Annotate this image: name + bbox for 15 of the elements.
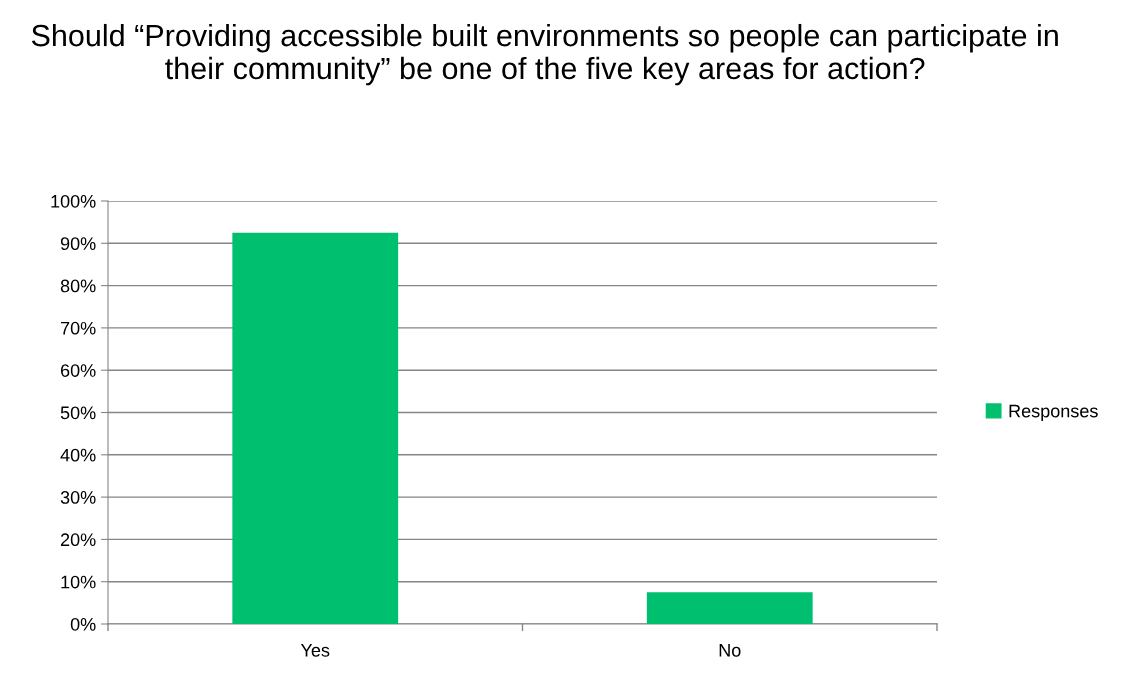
y-tick-label: 60% bbox=[60, 364, 96, 377]
y-tick-label: 0% bbox=[70, 617, 96, 631]
legend-label: Responses bbox=[1009, 404, 1098, 421]
y-tick-label: 10% bbox=[61, 575, 96, 589]
y-tick-label: 30% bbox=[60, 491, 96, 504]
y-tick-label: 20% bbox=[60, 533, 96, 547]
y-tick-label: 50% bbox=[60, 406, 96, 420]
y-tick-label: 100% bbox=[51, 194, 96, 208]
x-tick-label: Yes bbox=[300, 644, 330, 657]
y-tick-label: 80% bbox=[60, 279, 96, 293]
y-tick-label: 90% bbox=[60, 237, 96, 251]
y-tick-label: 40% bbox=[60, 448, 96, 462]
chart-title: Should “Providing accessible built environments so people can participate in their community” be one of the five key areas for action? bbox=[31, 23, 1058, 86]
x-tick-label: No bbox=[719, 644, 741, 657]
y-tick-label: 70% bbox=[60, 321, 96, 335]
